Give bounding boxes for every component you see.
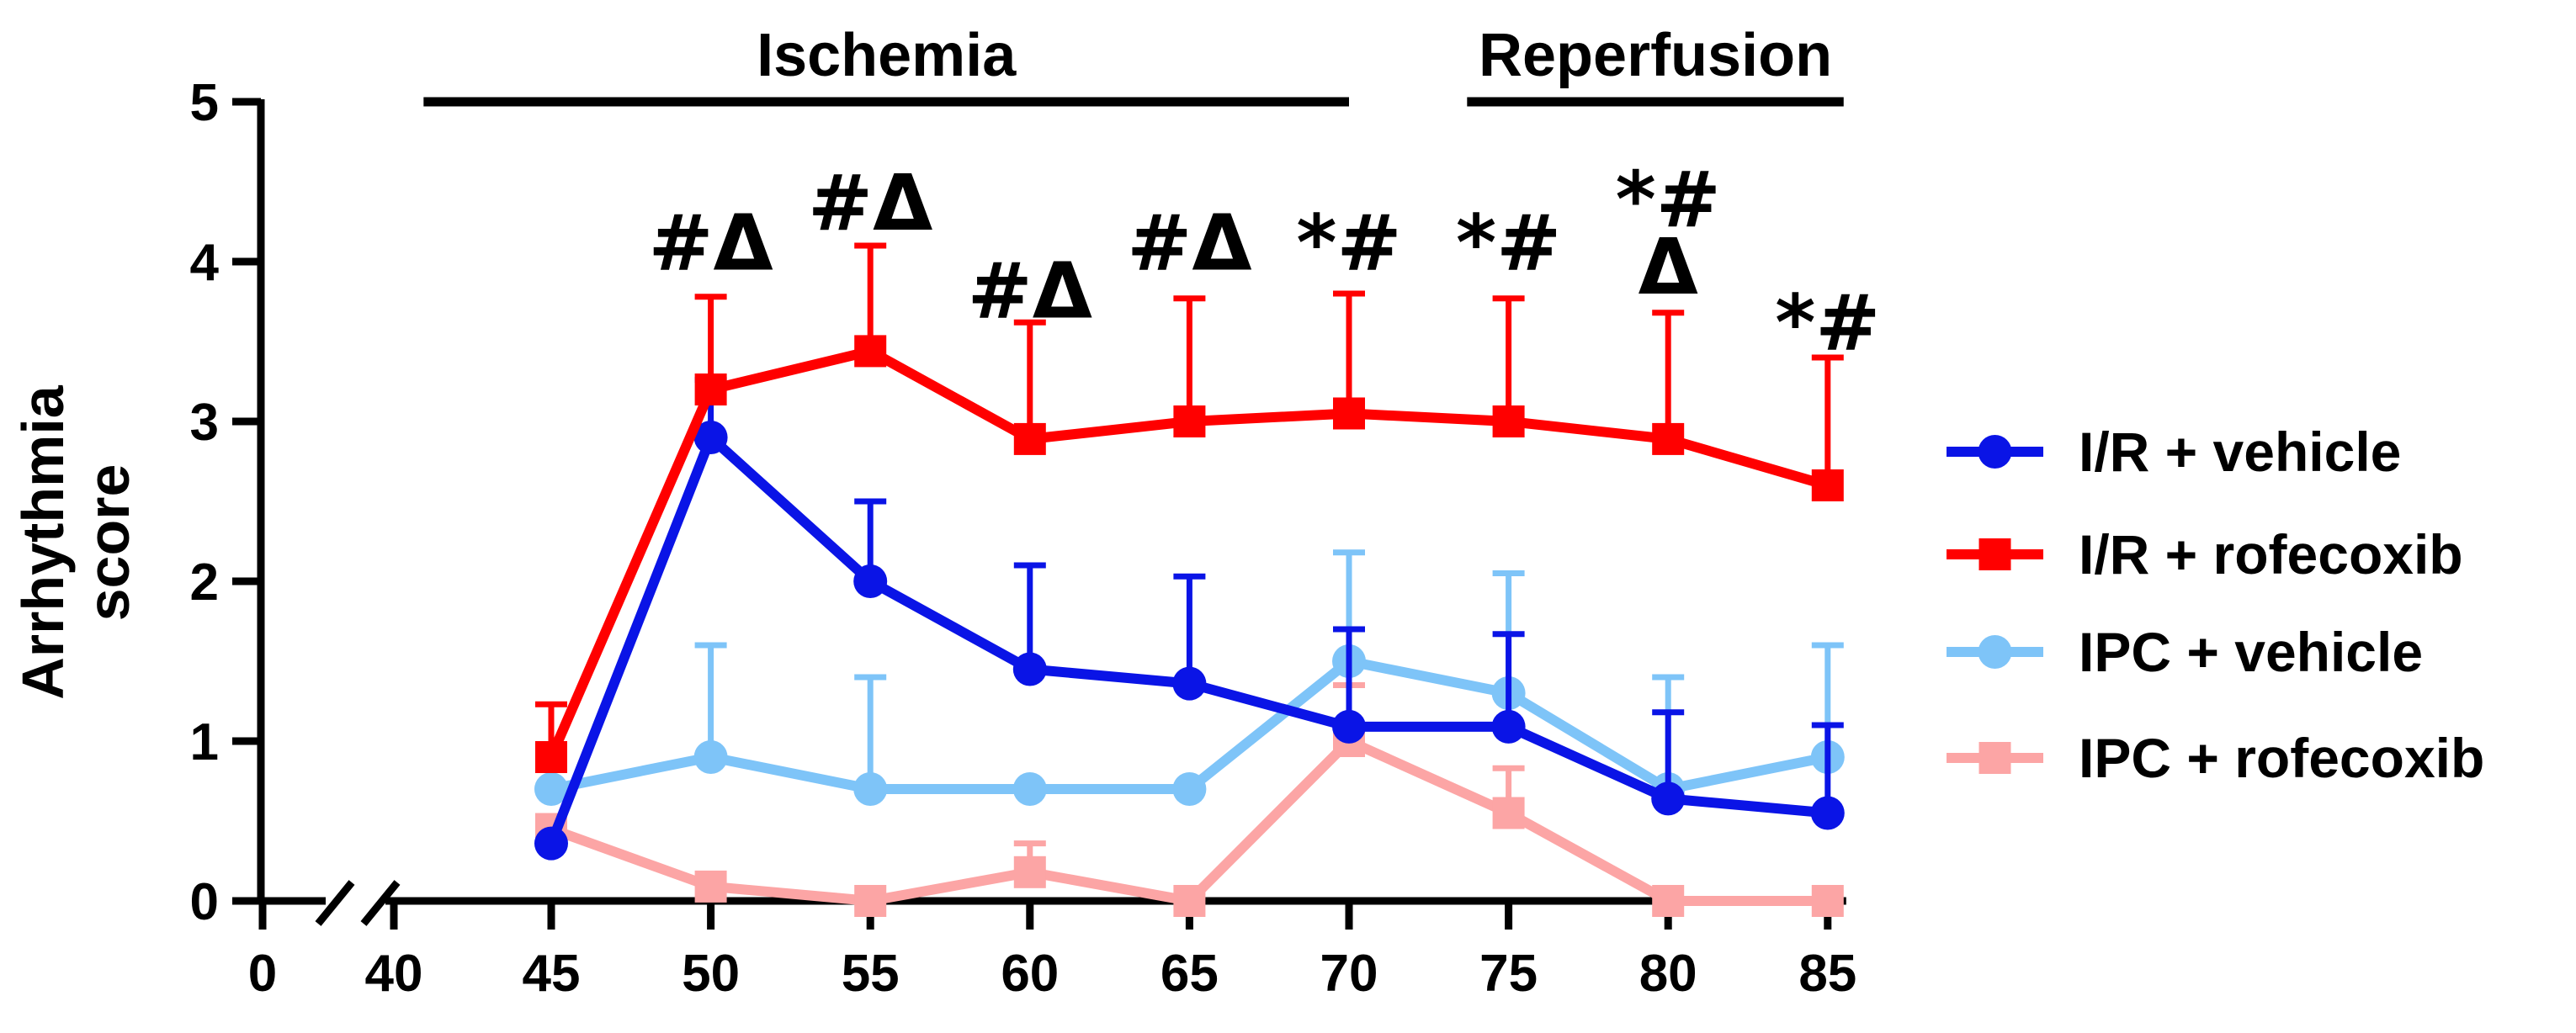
annotation-text: #Δ xyxy=(968,246,1092,336)
y-axis-title-line: score xyxy=(76,464,141,622)
x-tick-label: 50 xyxy=(682,945,740,1003)
data-point xyxy=(1013,856,1046,888)
legend-label: I/R + vehicle xyxy=(2079,421,2401,483)
x-tick-label: 45 xyxy=(523,945,581,1003)
data-point xyxy=(853,772,888,806)
annotation-text: *# xyxy=(1616,155,1721,245)
data-point xyxy=(1333,397,1365,430)
series-i-r-vehicle xyxy=(534,377,1845,861)
data-point xyxy=(1012,652,1047,686)
data-point xyxy=(1332,709,1366,744)
data-point xyxy=(1013,422,1046,455)
annotation-85: *# xyxy=(1775,278,1880,368)
data-point xyxy=(1492,405,1525,437)
x-tick-label: 80 xyxy=(1639,945,1697,1003)
data-point xyxy=(1652,422,1685,455)
legend-label: I/R + rofecoxib xyxy=(2079,523,2463,585)
legend-swatch-marker xyxy=(1978,635,2012,669)
data-point xyxy=(694,870,727,903)
annotation-text: #Δ xyxy=(1127,199,1251,289)
legend-swatch-marker xyxy=(1978,435,2012,469)
data-point xyxy=(534,826,568,861)
data-point xyxy=(854,335,887,368)
x-tick-label: 85 xyxy=(1798,945,1856,1003)
annotation-text: *# xyxy=(1775,278,1880,368)
legend-item-ipc-rofecoxib: IPC + rofecoxib xyxy=(1947,727,2484,789)
y-axis-title-line: Arrhythmia xyxy=(10,384,76,699)
series-i-r-rofecoxib xyxy=(535,242,1844,773)
data-point xyxy=(693,740,728,774)
legend-swatch-marker xyxy=(1978,538,2011,570)
data-point xyxy=(1810,796,1845,830)
annotation-text: Δ xyxy=(1639,222,1698,312)
annotation-75: *# xyxy=(1456,199,1561,289)
annotation-60: #Δ xyxy=(968,246,1092,336)
x-tick-label: 75 xyxy=(1479,945,1538,1003)
annotation-65: #Δ xyxy=(1127,199,1251,289)
y-tick-label: 2 xyxy=(190,554,219,612)
data-point xyxy=(693,421,728,454)
legend-item-i-r-rofecoxib: I/R + rofecoxib xyxy=(1947,523,2463,585)
y-tick-label: 1 xyxy=(190,713,219,771)
y-tick-label: 0 xyxy=(190,873,219,931)
x-axis-break-mark xyxy=(360,880,401,926)
data-point xyxy=(1652,885,1685,917)
annotation-text: *# xyxy=(1456,199,1561,289)
phase-bars: Ischemia Reperfusion xyxy=(423,22,1844,107)
x-tick-label: 55 xyxy=(842,945,900,1003)
x-tick-label: 60 xyxy=(1001,945,1059,1003)
data-point xyxy=(1173,405,1206,437)
significance-annotations: #Δ #Δ#Δ#Δ *# *# *#Δ*# xyxy=(648,155,1880,368)
legend: I/R + vehicle I/R + rofecoxib IPC + vehicl… xyxy=(1947,421,2484,789)
annotation-text: #Δ xyxy=(648,199,773,289)
y-tick-label: 3 xyxy=(190,394,219,452)
annotation-50: #Δ xyxy=(648,199,773,289)
x-tick-label: 65 xyxy=(1161,945,1219,1003)
phase-label-ischemia: Ischemia xyxy=(757,22,1017,89)
y-axis-title: Arrhythmiascore xyxy=(10,384,141,699)
data-point xyxy=(1012,772,1047,806)
data-point xyxy=(535,741,567,773)
legend-swatch-marker xyxy=(1978,742,2011,774)
data-point xyxy=(1811,469,1844,501)
data-point xyxy=(854,885,887,917)
legend-label: IPC + vehicle xyxy=(2079,621,2423,683)
data-point xyxy=(1491,709,1526,744)
annotation-text: #Δ xyxy=(808,158,932,248)
x-axis-break-mark xyxy=(315,880,355,926)
series-ipc-rofecoxib xyxy=(535,682,1844,917)
annotation-text: *# xyxy=(1296,199,1401,289)
legend-item-i-r-vehicle: I/R + vehicle xyxy=(1947,421,2401,483)
y-tick-label: 5 xyxy=(190,74,219,132)
x-tick-label: 0 xyxy=(248,945,277,1003)
data-point xyxy=(853,564,888,598)
x-tick-label: 40 xyxy=(365,945,423,1003)
phase-label-reperfusion: Reperfusion xyxy=(1479,22,1832,89)
series-group xyxy=(534,242,1845,917)
x-tick-label: 70 xyxy=(1320,945,1378,1003)
y-tick-label: 4 xyxy=(190,234,220,292)
data-point xyxy=(1172,666,1207,701)
legend-item-ipc-vehicle: IPC + vehicle xyxy=(1947,621,2423,683)
data-point xyxy=(1651,781,1686,816)
annotation-80: *#Δ xyxy=(1616,155,1721,312)
data-point xyxy=(1173,885,1206,917)
data-point xyxy=(1172,772,1207,806)
annotation-55: #Δ xyxy=(808,158,932,248)
data-point xyxy=(694,373,727,405)
data-point xyxy=(1492,797,1525,829)
annotation-70: *# xyxy=(1296,199,1401,289)
legend-label: IPC + rofecoxib xyxy=(2079,727,2484,789)
data-point xyxy=(534,772,568,806)
data-point xyxy=(1811,885,1844,917)
